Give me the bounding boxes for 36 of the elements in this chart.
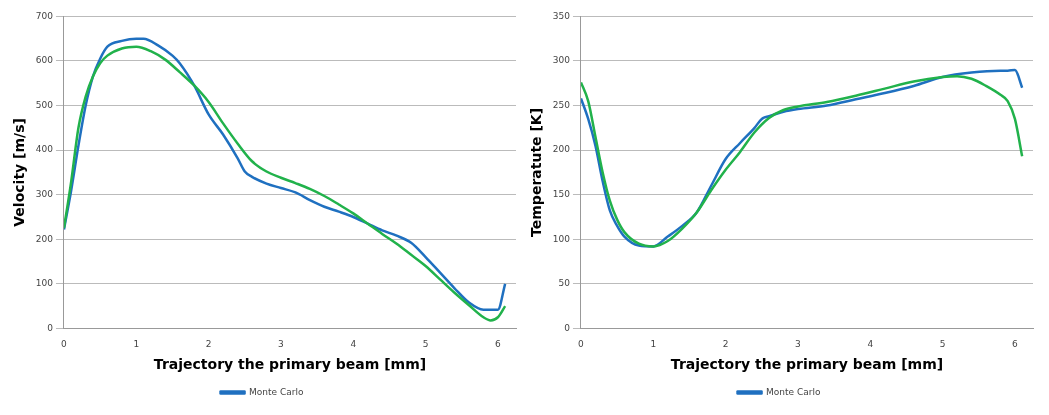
x-tick-label: 0 — [61, 339, 68, 350]
y-tick-label: 50 — [558, 278, 571, 289]
y-axis-title: Temperatute [K] — [528, 107, 545, 237]
y-tick-label: 300 — [552, 55, 571, 66]
x-tick-label: 2 — [205, 339, 212, 350]
x-tick-label: 4 — [867, 339, 874, 350]
x-axis-title: Trajectory the primary beam [mm] — [670, 356, 944, 373]
y-tick-label: 600 — [35, 55, 54, 66]
x-tick-label: 0 — [578, 339, 585, 350]
x-tick-label: 3 — [278, 339, 284, 350]
y-axis-title: Velocity [m/s] — [11, 118, 28, 227]
x-tick-label: 3 — [795, 339, 801, 350]
x-tick-label: 6 — [1012, 339, 1019, 350]
x-tick-label: 6 — [495, 339, 502, 350]
x-tick-label: 5 — [422, 339, 429, 350]
x-tick-label: 1 — [650, 339, 657, 350]
x-tick-label: 2 — [722, 339, 729, 350]
x-tick-label: 4 — [350, 339, 357, 350]
y-tick-label: 0 — [47, 322, 54, 333]
x-tick-label: 1 — [133, 339, 140, 350]
y-tick-label: 700 — [35, 10, 54, 21]
y-tick-label: 200 — [35, 233, 54, 244]
y-tick-label: 400 — [35, 144, 54, 155]
y-tick-label: 250 — [552, 99, 571, 110]
y-tick-label: 0 — [564, 322, 571, 333]
y-tick-label: 300 — [35, 189, 54, 200]
y-tick-label: 100 — [35, 278, 54, 289]
y-tick-label: 200 — [552, 144, 571, 155]
legend-label: Monte Carlo — [766, 386, 821, 397]
y-tick-label: 500 — [35, 99, 54, 110]
x-tick-label: 5 — [939, 339, 946, 350]
y-tick-label: 150 — [552, 189, 571, 200]
legend-label: Monte Carlo — [249, 386, 304, 397]
x-axis-title: Trajectory the primary beam [mm] — [153, 356, 427, 373]
y-tick-label: 100 — [552, 233, 571, 244]
y-tick-label: 350 — [552, 10, 571, 21]
